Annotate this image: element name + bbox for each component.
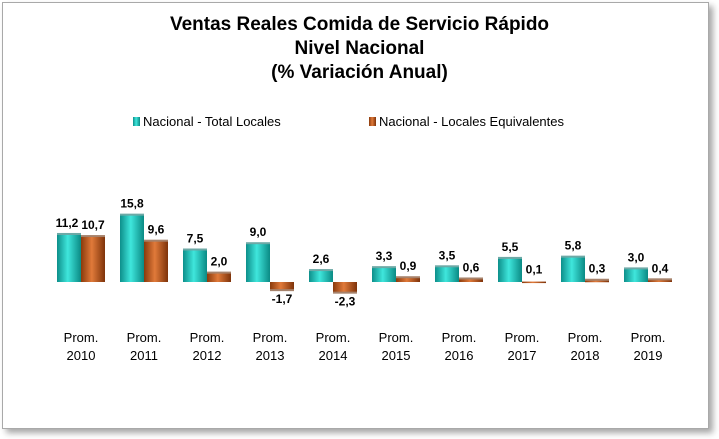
x-tick-label: Prom. <box>316 330 351 345</box>
bar-depth-locales-equivalentes <box>81 235 105 239</box>
bar-depth-locales-equivalentes <box>585 278 609 282</box>
x-tick-label: 2013 <box>256 348 285 363</box>
bar-depth-total-locales <box>561 255 585 259</box>
data-label-locales-equivalentes: 9,6 <box>148 223 165 237</box>
data-label-total-locales: 3,0 <box>628 250 645 264</box>
data-label-locales-equivalentes: 0,1 <box>526 263 543 277</box>
data-label-locales-equivalentes: 0,4 <box>652 261 669 275</box>
x-tick-label: 2019 <box>634 348 663 363</box>
bar-total-locales <box>309 271 333 282</box>
x-tick-label: Prom. <box>253 330 288 345</box>
bar-depth-total-locales <box>183 248 207 252</box>
bar-depth-total-locales <box>372 266 396 270</box>
x-tick-label: Prom. <box>190 330 225 345</box>
data-label-locales-equivalentes: 0,6 <box>463 260 480 274</box>
chart-title-line-2: Nivel Nacional <box>294 38 425 59</box>
x-tick-label: Prom. <box>442 330 477 345</box>
legend-swatch-locales-equivalentes <box>369 117 376 126</box>
bar-total-locales <box>624 269 648 282</box>
data-label-locales-equivalentes: 0,9 <box>400 259 417 273</box>
bar-depth-locales-equivalentes <box>270 288 294 292</box>
x-tick-label: Prom. <box>505 330 540 345</box>
data-label-total-locales: 9,0 <box>250 225 267 239</box>
bar-locales-equivalentes <box>396 278 420 282</box>
bar-total-locales <box>435 267 459 282</box>
bar-depth-total-locales <box>624 267 648 271</box>
chart-title-line-3: (% Variación Anual) <box>271 62 448 83</box>
bar-depth-total-locales <box>57 232 81 236</box>
data-label-locales-equivalentes: 0,3 <box>589 262 606 276</box>
x-tick-label: Prom. <box>127 330 162 345</box>
x-tick-label: 2014 <box>319 348 348 363</box>
data-label-total-locales: 11,2 <box>56 216 79 230</box>
data-label-total-locales: 3,5 <box>439 248 456 262</box>
bar-depth-locales-equivalentes <box>144 239 168 243</box>
x-tick-label: Prom. <box>631 330 666 345</box>
data-label-locales-equivalentes: 2,0 <box>211 255 228 269</box>
bar-total-locales <box>561 257 585 282</box>
bar-depth-locales-equivalentes <box>459 277 483 281</box>
x-tick-label: Prom. <box>64 330 99 345</box>
data-label-locales-equivalentes: -2,3 <box>335 295 356 309</box>
x-tick-label: 2011 <box>130 348 158 363</box>
x-tick-label: 2016 <box>445 348 474 363</box>
x-tick-label: Prom. <box>379 330 414 345</box>
bar-depth-locales-equivalentes <box>333 290 357 294</box>
x-tick-label: 2015 <box>382 348 411 363</box>
data-label-total-locales: 3,3 <box>376 249 393 263</box>
bar-total-locales <box>372 268 396 282</box>
bar-total-locales <box>120 215 144 282</box>
bar-depth-total-locales <box>246 242 270 246</box>
bar-locales-equivalentes <box>207 273 231 282</box>
data-label-total-locales: 2,6 <box>313 252 330 266</box>
legend: Nacional - Total Locales Nacional - Loca… <box>133 114 564 129</box>
bar-total-locales <box>57 234 81 282</box>
data-label-total-locales: 7,5 <box>187 232 204 246</box>
x-tick-label: 2017 <box>508 348 537 363</box>
x-tick-label: 2010 <box>67 348 96 363</box>
bar-total-locales <box>183 250 207 282</box>
bar-depth-locales-equivalentes <box>648 278 672 282</box>
x-tick-label: 2018 <box>571 348 600 363</box>
data-label-total-locales: 5,8 <box>565 239 582 253</box>
chart-title-line-1: Ventas Reales Comida de Servicio Rápido <box>169 14 550 35</box>
bar-locales-equivalentes <box>81 237 105 282</box>
legend-label-total-locales: Nacional - Total Locales <box>143 114 281 129</box>
bar-locales-equivalentes <box>522 281 546 284</box>
bar-depth-locales-equivalentes <box>396 276 420 280</box>
legend-swatch-total-locales <box>133 117 140 126</box>
data-label-total-locales: 5,5 <box>502 240 519 254</box>
bar-depth-total-locales <box>120 213 144 217</box>
bar-locales-equivalentes <box>270 282 294 290</box>
bar-locales-equivalentes <box>333 282 357 292</box>
data-label-locales-equivalentes: 10,7 <box>81 218 105 232</box>
bar-locales-equivalentes <box>648 280 672 282</box>
x-tick-label: 2012 <box>193 348 222 363</box>
data-label-locales-equivalentes: -1,7 <box>272 292 293 306</box>
x-tick-label: Prom. <box>568 330 603 345</box>
plot-area: 11,2 10,7 Prom. 2010 15,8 9,6 Prom. 2011 7,5 2,0 P… <box>56 197 672 363</box>
bar-total-locales <box>246 244 270 282</box>
legend-label-locales-equivalentes: Nacional - Locales Equivalentes <box>379 114 564 129</box>
bar-locales-equivalentes <box>585 280 609 283</box>
data-label-total-locales: 15,8 <box>120 197 144 211</box>
chart-frame <box>2 2 709 429</box>
bar-depth-locales-equivalentes <box>207 271 231 275</box>
bar-depth-total-locales <box>498 256 522 260</box>
bar-locales-equivalentes <box>144 241 168 282</box>
bar-depth-total-locales <box>435 265 459 269</box>
bar-depth-total-locales <box>309 269 333 273</box>
bar-locales-equivalentes <box>459 279 483 282</box>
bar-total-locales <box>498 258 522 282</box>
